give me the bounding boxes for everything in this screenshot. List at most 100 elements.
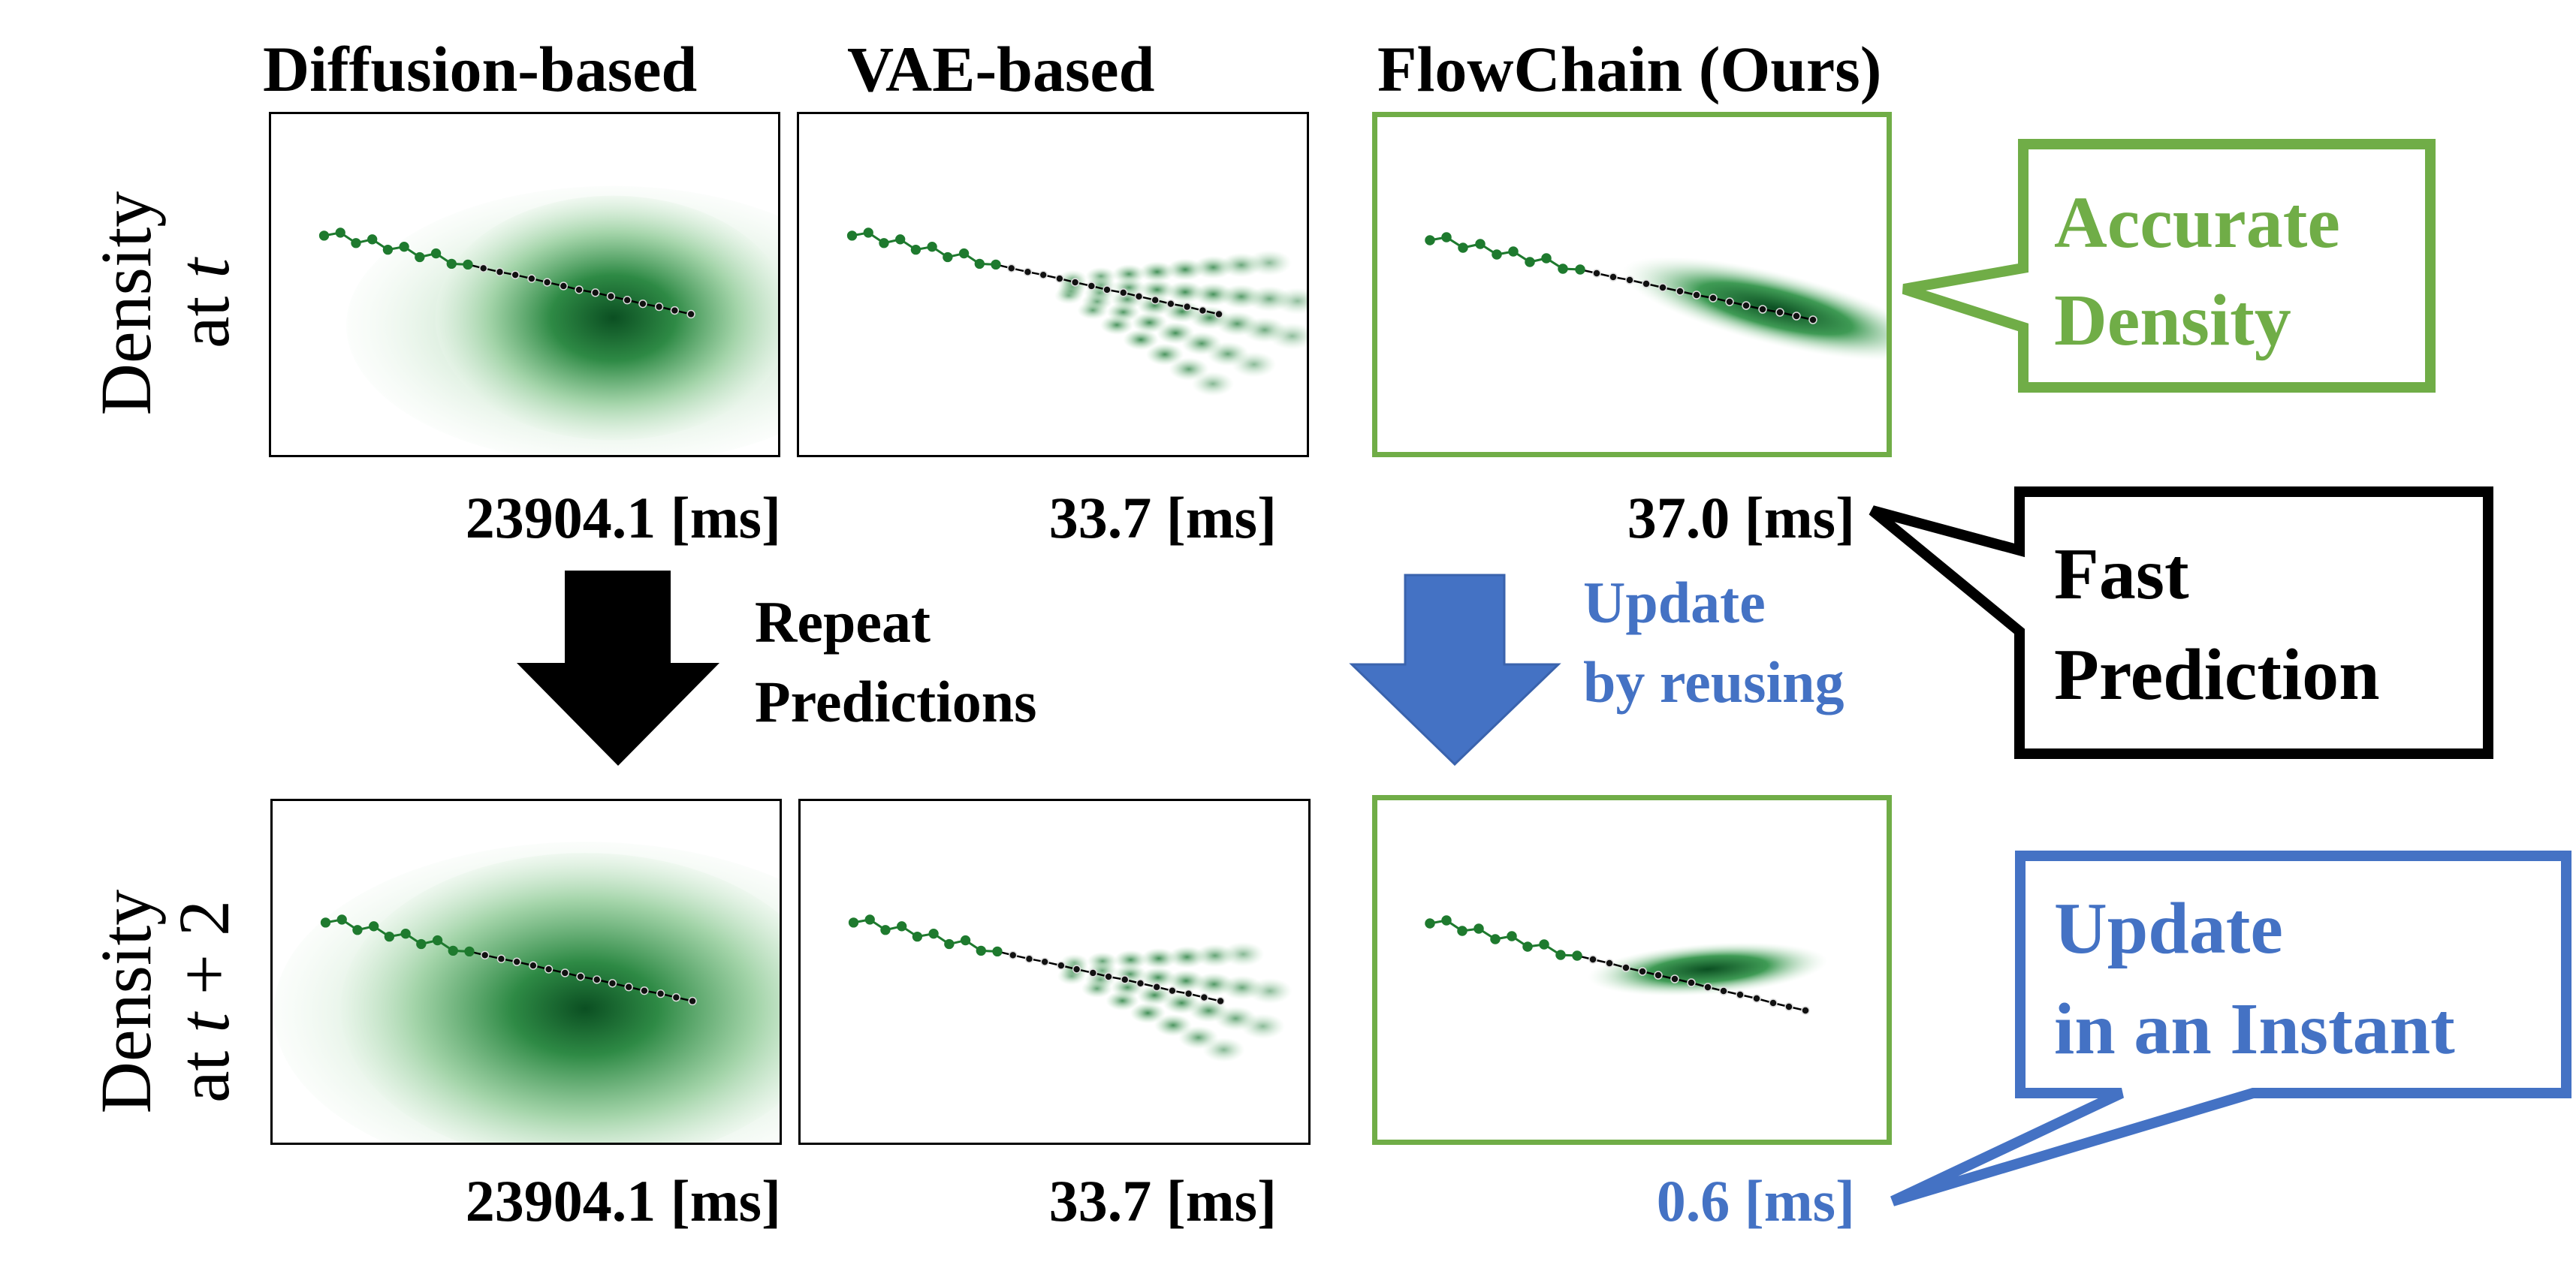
repeat-down-arrow-icon (517, 571, 719, 766)
trajectory-history-point (958, 248, 970, 259)
density-mode-blob (1222, 941, 1265, 967)
trajectory-future-point (671, 992, 681, 1002)
density-mode-blob (1054, 287, 1084, 305)
trajectory-future-point (1736, 990, 1745, 999)
trajectory-history-point (1508, 246, 1519, 257)
trajectory-history-point (382, 244, 394, 255)
trajectory-future-point (496, 954, 506, 963)
trajectory-history-point (1425, 235, 1435, 245)
trajectory-history-point (895, 234, 906, 245)
trajectory-history-point (336, 914, 347, 925)
time-flowchain-top: 37.0 [ms] (1627, 485, 1855, 550)
trajectory-future-point (542, 278, 552, 287)
trajectory-future-point (1214, 309, 1223, 319)
density-mode-blob (1232, 351, 1277, 378)
trajectory-history-point (848, 917, 859, 928)
trajectory-future-point (1742, 301, 1751, 310)
trajectory-future-point (1792, 312, 1801, 321)
trajectory-future-point (1070, 278, 1080, 287)
trajectory-history-point (1457, 926, 1467, 936)
trajectory-future-point (1725, 297, 1734, 306)
trajectory-future-point (1039, 270, 1048, 279)
trajectory-history-point (448, 945, 458, 956)
trajectory-future-point (1216, 996, 1225, 1006)
trajectory-history-point (1572, 950, 1582, 961)
density-mode-blob (1247, 977, 1293, 1004)
density-plot-flowchain-top (1425, 232, 1887, 360)
callout-fast-text: Fast Prediction (2054, 524, 2380, 725)
density-mode-blob (1145, 343, 1184, 366)
trajectory-history-line (852, 231, 997, 266)
density-mode-blob (1130, 1002, 1166, 1024)
trajectory-future-point (1719, 986, 1728, 995)
repeat-label-line2: Predictions (755, 669, 1037, 734)
time-vae-bottom: 33.7 [ms] (1048, 1168, 1277, 1233)
density-mode-blob (1123, 329, 1159, 351)
trajectory-future-point (1758, 305, 1767, 314)
trajectory-future-point (479, 264, 488, 273)
row-label-top-line2-text: at t (164, 258, 244, 348)
density-plot-vae-top (846, 227, 1307, 396)
callout-instant-line1: Update (2054, 888, 2283, 969)
trajectory-history-point (1441, 232, 1452, 242)
callout-accurate-text: Accurate Density (2054, 174, 2340, 369)
trajectory-future-point (1166, 299, 1175, 309)
density-plot-vae-bottom (848, 914, 1293, 1062)
trajectory-history-point (384, 931, 395, 942)
density-mode-blob (1191, 371, 1235, 396)
trajectory-future-point (1638, 967, 1647, 976)
trajectory-future-point (1692, 291, 1701, 300)
trajectory-future-point (1752, 994, 1761, 1003)
row-label-top-line1: Density (86, 191, 166, 416)
density-plot-diffusion-bottom (273, 842, 780, 1143)
trajectory-future-point (640, 986, 649, 995)
trajectory-history-point (1441, 915, 1452, 926)
trajectory-future-point (593, 975, 602, 984)
trajectory-history-point (992, 946, 1003, 957)
time-vae-top: 33.7 [ms] (1048, 485, 1277, 550)
trajectory-history-point (879, 238, 889, 248)
panel-flowchain-bottom (1372, 795, 1892, 1145)
trajectory-future-point (1769, 998, 1778, 1007)
trajectory-history-point (1558, 264, 1568, 274)
density-mode-blob (1240, 1013, 1286, 1040)
trajectory-future-point (688, 996, 697, 1006)
row-label-bottom-line1: Density (86, 889, 166, 1114)
trajectory-future-point (1088, 968, 1097, 977)
density-mode-blob (1139, 279, 1175, 301)
density-mode-blob (1139, 261, 1175, 283)
panel-diffusion-top (269, 112, 780, 457)
trajectory-history-line (325, 918, 470, 953)
trajectory-future-point (1184, 989, 1193, 998)
time-flowchain-bottom: 0.6 [ms] (1656, 1168, 1855, 1233)
trajectory-future-point (1152, 983, 1161, 992)
trajectory-history-point (897, 921, 907, 932)
repeat-predictions-label: Repeat Predictions (755, 583, 1037, 742)
trajectory-history-point (863, 227, 873, 238)
trajectory-history-point (430, 248, 442, 259)
trajectory-history-point (1525, 257, 1535, 267)
trajectory-history-line (1429, 919, 1578, 957)
trajectory-future-point (1102, 285, 1112, 294)
density-mode-blob (1114, 950, 1148, 970)
trajectory-future-point (1136, 979, 1145, 988)
trajectory-future-point (624, 983, 633, 992)
time-diffusion-bottom: 23904.1 [ms] (465, 1168, 781, 1233)
trajectory-history-point (400, 929, 411, 939)
trajectory-future-point (1658, 283, 1667, 292)
trajectory-future-point (559, 282, 568, 291)
trajectory-future-point (1119, 288, 1128, 297)
panel-flowchain-top (1372, 112, 1892, 457)
density-mode-blob (1140, 967, 1176, 989)
trajectory-history-point (910, 244, 922, 255)
trajectory-history-point (846, 230, 858, 241)
trajectory-future-point (1198, 306, 1208, 315)
trajectory-history-point (369, 921, 379, 932)
trajectory-future-point (1801, 1006, 1810, 1015)
trajectory-future-point (1168, 986, 1177, 995)
update-label-line1: Update (1583, 570, 1766, 635)
trajectory-future-point (1609, 273, 1618, 282)
update-by-reusing-label: Update by reusing (1583, 563, 1845, 722)
trajectory-history-point (960, 935, 971, 946)
trajectory-future-point (1703, 983, 1712, 992)
